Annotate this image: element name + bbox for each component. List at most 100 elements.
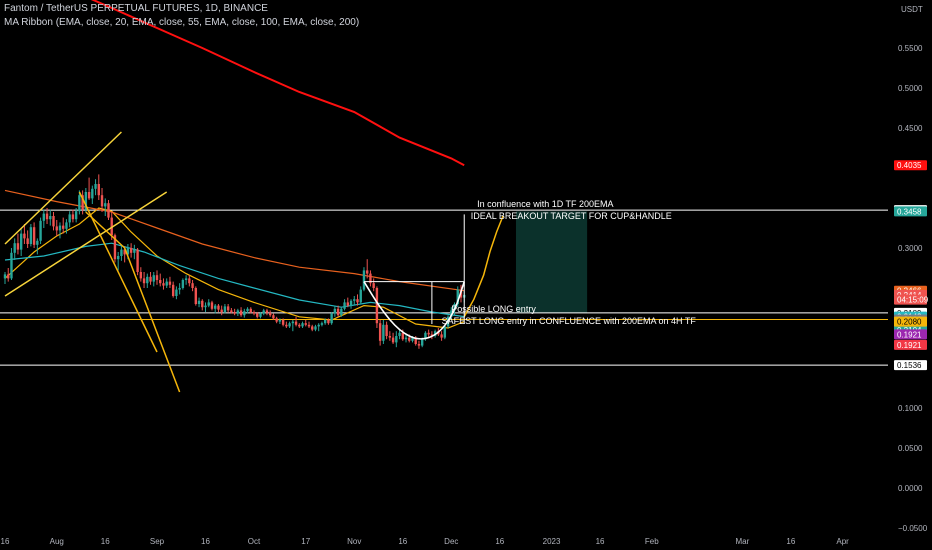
candle[interactable] [165,278,168,288]
candle[interactable] [230,308,233,314]
candle[interactable] [87,177,91,200]
candle[interactable] [236,308,240,316]
candle[interactable] [181,278,185,290]
candle[interactable] [372,278,375,292]
candle[interactable] [356,294,359,306]
candle[interactable] [443,324,447,340]
candle[interactable] [23,224,26,244]
candle[interactable] [323,318,327,325]
candle[interactable] [246,307,249,314]
candle[interactable] [149,272,152,285]
candle[interactable] [336,305,340,317]
candle[interactable] [440,331,443,341]
candle[interactable] [307,321,311,328]
candle[interactable] [159,273,162,287]
candle[interactable] [333,305,337,317]
candle[interactable] [58,222,62,239]
candle[interactable] [239,307,243,317]
candle[interactable] [214,304,217,314]
candle[interactable] [78,190,81,215]
candle[interactable] [314,324,317,332]
candle[interactable] [272,313,275,320]
candle[interactable] [256,312,259,319]
candle[interactable] [65,219,68,234]
candle[interactable] [191,280,194,292]
candle[interactable] [7,268,10,282]
candle[interactable] [340,307,343,317]
candle[interactable] [378,320,382,346]
candle[interactable] [285,321,288,328]
candle[interactable] [398,329,401,340]
candle[interactable] [259,312,262,319]
candle[interactable] [155,270,159,285]
candle[interactable] [42,209,46,228]
candle[interactable] [29,224,33,247]
candle[interactable] [32,222,36,248]
candle[interactable] [362,267,366,292]
candle[interactable] [171,281,175,298]
candle[interactable] [100,188,104,212]
candle[interactable] [201,299,204,311]
candle[interactable] [265,308,269,316]
candle[interactable] [184,275,188,285]
candle[interactable] [104,198,107,216]
candle[interactable] [427,329,430,338]
candle[interactable] [249,307,252,314]
candle[interactable] [116,252,120,271]
candle[interactable] [55,220,58,236]
candle[interactable] [359,286,362,304]
candle[interactable] [388,331,392,341]
candle[interactable] [343,299,346,311]
candle[interactable] [404,334,408,343]
candle[interactable] [81,190,84,215]
candle[interactable] [45,208,49,224]
candle[interactable] [168,276,172,288]
candle[interactable] [178,283,181,295]
candle[interactable] [175,286,178,300]
candle[interactable] [36,238,39,255]
candle[interactable] [278,318,282,324]
candle[interactable] [233,308,236,316]
candle[interactable] [366,259,369,279]
price-axis[interactable]: USDT 0.5500 0.5000 0.4500 0.3000 0.1000 0.0500… [894,5,929,533]
candle[interactable] [385,321,388,340]
candle[interactable] [291,320,295,332]
candle[interactable] [107,200,110,220]
candle[interactable] [349,299,353,309]
candle[interactable] [62,217,65,234]
candle[interactable] [262,308,265,316]
candle[interactable] [317,323,320,332]
candle[interactable] [39,217,42,244]
candle[interactable] [330,312,333,325]
candle[interactable] [226,304,230,313]
candle[interactable] [197,297,201,308]
candle[interactable] [97,174,100,200]
candle[interactable] [139,267,143,282]
candle[interactable] [74,208,78,223]
candle[interactable] [91,185,94,204]
candle[interactable] [129,243,133,258]
candle[interactable] [84,188,88,212]
candle[interactable] [353,296,356,306]
candle[interactable] [194,286,198,306]
candle[interactable] [13,238,16,260]
candle[interactable] [281,318,285,327]
candle[interactable] [133,244,136,260]
candle[interactable] [243,308,246,318]
candle[interactable] [391,332,395,344]
candle[interactable] [146,273,149,288]
candle[interactable] [142,272,146,288]
candle[interactable] [252,310,256,316]
candle[interactable] [382,320,385,344]
time-axis[interactable]: 16 Aug 16 Sep 16 Oct 17 Nov 16 Dec 16 2023 16 Feb Mar 1… [1,537,850,546]
candle[interactable] [220,305,223,316]
candle[interactable] [217,304,220,312]
candle[interactable] [375,286,379,328]
candle[interactable] [26,230,29,248]
candle[interactable] [304,320,307,327]
candle[interactable] [275,316,278,324]
candle[interactable] [152,272,155,287]
candle[interactable] [327,318,330,325]
candle[interactable] [294,316,298,327]
candle[interactable] [320,321,324,327]
